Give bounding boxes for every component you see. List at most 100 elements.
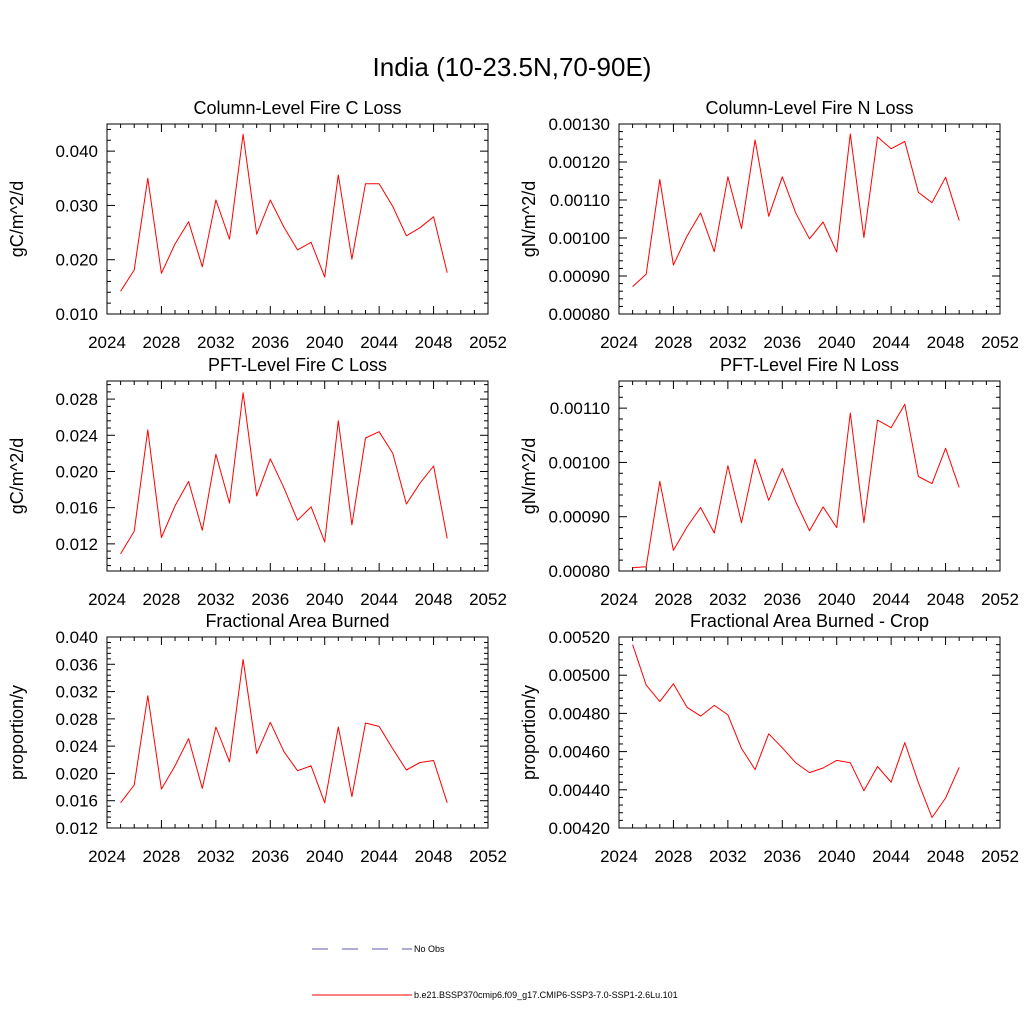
y-tick-label: 0.00090 [549,267,610,286]
plot-frame [618,380,1001,572]
y-tick-label: 0.012 [55,819,98,838]
panel-title: PFT-Level Fire C Loss [208,355,387,375]
x-tick-label: 2052 [981,590,1019,609]
panel-title: Fractional Area Burned [205,611,389,631]
y-tick-label: 0.00460 [549,743,610,762]
y-tick-label: 0.024 [55,426,98,445]
y-tick-label: 0.036 [55,655,98,674]
x-tick-label: 2052 [981,333,1019,352]
x-tick-label: 2048 [927,590,965,609]
x-tick-label: 2028 [143,847,181,866]
x-tick-label: 2024 [600,590,638,609]
panel-1: Column-Level Fire C Loss gC/m^2/d 2024 2028… [7,98,507,352]
series-line-1 [120,392,448,555]
y-tick-label: 0.00520 [549,628,610,647]
legend: No Obs b.e21.BSSP370cmip6.f09_g17.CMIP6-… [312,944,678,1000]
x-tick-label: 2048 [415,590,453,609]
x-tick-label: 2028 [655,590,693,609]
x-tick-label: 2040 [818,847,856,866]
y-tick-label: 0.00130 [549,115,610,134]
x-tick-label: 2036 [763,590,801,609]
x-tick-label: 2036 [251,333,289,352]
y-tick-label: 0.00090 [549,508,610,527]
y-axis-label: gN/m^2/d [519,438,539,514]
x-tick-label: 2048 [415,333,453,352]
x-tick-label: 2036 [763,333,801,352]
panel-title: Column-Level Fire N Loss [705,98,913,118]
y-tick-label: 0.040 [55,628,98,647]
x-tick-label: 2048 [927,847,965,866]
x-tick-label: 2024 [600,847,638,866]
y-tick-label: 0.040 [55,142,98,161]
y-tick-label: 0.032 [55,683,98,702]
y-tick-label: 0.020 [55,462,98,481]
x-tick-label: 2044 [360,333,398,352]
x-tick-label: 2040 [306,333,344,352]
y-tick-label: 0.016 [55,499,98,518]
x-tick-label: 2024 [88,847,126,866]
x-tick-label: 2024 [600,333,638,352]
x-tick-label: 2032 [709,847,747,866]
panel-title: PFT-Level Fire N Loss [720,355,899,375]
y-tick-label: 0.028 [55,710,98,729]
panel-2: Column-Level Fire N Loss gN/m^2/d 2024 2028… [519,98,1019,352]
y-tick-label: 0.012 [55,535,98,554]
series-line-1 [632,644,960,818]
x-tick-label: 2032 [709,590,747,609]
x-tick-label: 2032 [197,333,235,352]
panel-title: Column-Level Fire C Loss [193,98,401,118]
panel-3: PFT-Level Fire C Loss gC/m^2/d 2024 2028 203… [7,355,507,609]
panels: Column-Level Fire C Loss gC/m^2/d 2024 2028… [7,98,1019,866]
x-tick-label: 2044 [360,847,398,866]
x-tick-label: 2052 [469,333,507,352]
panel-title: Fractional Area Burned - Crop [690,611,929,631]
x-tick-label: 2028 [143,590,181,609]
x-tick-label: 2044 [872,333,910,352]
x-tick-label: 2040 [818,333,856,352]
x-tick-label: 2028 [655,847,693,866]
y-axis-label: proportion/y [7,685,27,780]
x-tick-label: 2032 [197,590,235,609]
x-tick-label: 2036 [251,847,289,866]
x-tick-label: 2028 [655,333,693,352]
y-tick-label: 0.028 [55,390,98,409]
y-tick-label: 0.00110 [550,399,610,418]
legend-label-no-obs: No Obs [414,944,445,954]
x-tick-label: 2044 [872,847,910,866]
y-tick-label: 0.020 [55,251,98,270]
x-tick-label: 2052 [981,847,1019,866]
series-line-1 [632,133,960,287]
series-line-1 [120,133,448,292]
y-axis-label: proportion/y [519,685,539,780]
series-line-1 [120,659,448,804]
x-tick-label: 2048 [415,847,453,866]
x-tick-label: 2052 [469,590,507,609]
plot-frame [106,380,489,572]
x-tick-label: 2036 [251,590,289,609]
y-tick-label: 0.00100 [549,453,610,472]
x-tick-label: 2036 [763,847,801,866]
plot-frame [618,636,1001,829]
y-axis-label: gC/m^2/d [7,181,27,257]
y-tick-label: 0.00080 [549,305,610,324]
y-tick-label: 0.00120 [549,153,610,172]
x-tick-label: 2024 [88,333,126,352]
y-tick-label: 0.024 [55,737,98,756]
x-tick-label: 2032 [197,847,235,866]
panel-6: Fractional Area Burned - Crop proportion/… [519,611,1019,866]
figure-title: India (10-23.5N,70-90E) [373,52,652,82]
x-tick-label: 2052 [469,847,507,866]
y-tick-label: 0.016 [55,792,98,811]
y-tick-label: 0.00480 [549,704,610,723]
y-tick-label: 0.00500 [549,666,610,685]
panel-4: PFT-Level Fire N Loss gN/m^2/d 2024 2028 203… [519,355,1019,609]
y-axis-label: gC/m^2/d [7,438,27,514]
plot-frame [618,123,1001,315]
y-tick-label: 0.00420 [549,819,610,838]
y-tick-label: 0.00440 [549,781,610,800]
x-tick-label: 2048 [927,333,965,352]
y-tick-label: 0.030 [55,196,98,215]
y-tick-label: 0.00110 [550,191,610,210]
x-tick-label: 2044 [360,590,398,609]
